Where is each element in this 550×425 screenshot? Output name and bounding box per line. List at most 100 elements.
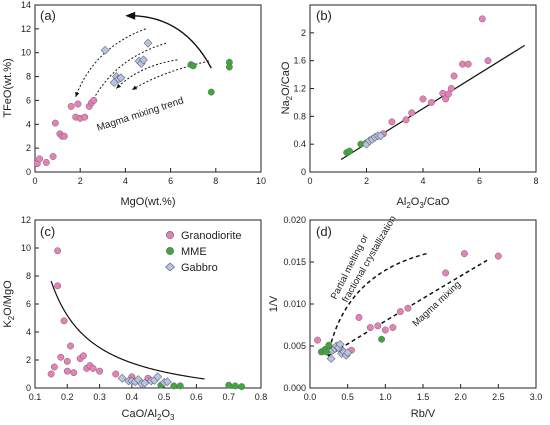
panel-b-ytick-label: 2 — [301, 28, 306, 38]
point-granodiorite — [374, 322, 382, 330]
legend-label-granodiorite: Granodiorite — [181, 230, 242, 242]
point-granodiorite — [355, 313, 363, 321]
panel-c-ylabel: K2O/MgO — [2, 280, 16, 328]
panel-b-label: (b) — [316, 8, 332, 23]
panel-b-xtick-label: 6 — [477, 176, 482, 186]
panel-d-ytick-label: 0.005 — [283, 341, 306, 351]
panel-d-ytick-label: 0.010 — [283, 299, 306, 309]
legend: Granodiorite MME Gabbro — [165, 230, 242, 274]
panel-c-xtick-label: 0.8 — [255, 392, 268, 402]
point-granodiorite — [67, 102, 75, 110]
panel-a-ytick-label: 10 — [21, 48, 31, 58]
mixing-hyperbola — [50, 280, 205, 380]
panel-a-xtick-label: 0 — [32, 176, 37, 186]
point-granodiorite — [54, 247, 62, 255]
panel-a-ytick-label: 8 — [26, 72, 31, 82]
point-mme — [225, 63, 233, 71]
panel-d-xtick-label: 3.0 — [530, 392, 543, 402]
point-gabbro — [140, 378, 150, 388]
panel-d-marks: 0.0 0.5 1.0 1.5 2.0 2.5 3.0 0.000 0.005 0.010 0.01… — [283, 215, 542, 402]
panel-c-xtick-label: 0.2 — [61, 392, 74, 402]
panel-d-ytick-label: 0.000 — [283, 383, 306, 393]
panel-c-label: (c) — [40, 224, 55, 239]
point-granodiorite — [419, 95, 427, 103]
panel-d-xtick-label: 1.5 — [417, 392, 430, 402]
point-granodiorite — [389, 324, 397, 331]
point-gabbro — [376, 131, 386, 141]
point-granodiorite — [51, 119, 59, 127]
point-granodiorite — [388, 118, 396, 126]
panel-a-ytick-label: 12 — [21, 24, 31, 34]
point-granodiorite — [63, 357, 71, 365]
point-mme — [346, 147, 353, 155]
point-mme — [170, 382, 178, 390]
point-granodiorite — [89, 364, 97, 372]
point-granodiorite — [404, 304, 412, 312]
panel-a-xtick-label: 4 — [123, 176, 128, 186]
point-gabbro — [343, 348, 353, 358]
panel-b-marks: 0 2 4 6 8 0 0.4 0.8 1.2 1.6 2 — [293, 15, 539, 186]
point-granodiorite — [402, 116, 410, 124]
panel-d-xtick-label: 2.0 — [454, 392, 467, 402]
legend-marker-gabbro — [165, 262, 175, 272]
panel-c-ytick-label: 4 — [26, 327, 31, 337]
panel-a-xlabel: MgO(wt.%) — [121, 196, 176, 208]
point-gabbro — [100, 45, 110, 55]
panel-a-frame — [34, 4, 262, 173]
point-granodiorite — [57, 353, 65, 361]
point-granodiorite — [460, 250, 468, 258]
point-granodiorite — [314, 336, 321, 344]
panel-c-xtick-label: 0.3 — [93, 392, 106, 402]
point-granodiorite — [442, 269, 450, 277]
panel-c-ytick-label: 8 — [26, 271, 31, 281]
point-granodiorite — [60, 132, 68, 140]
point-mme — [323, 348, 331, 356]
mixing-trend-dotted-arrow — [116, 59, 178, 89]
point-granodiorite — [112, 370, 120, 378]
panel-c-xtick-label: 0.5 — [158, 392, 171, 402]
point-granodiorite — [464, 60, 472, 68]
point-granodiorite — [70, 369, 78, 377]
point-granodiorite — [42, 159, 50, 166]
point-granodiorite — [444, 90, 452, 98]
panel-d-label: (d) — [316, 224, 332, 239]
panel-a-ytick-label: 4 — [26, 119, 31, 129]
point-granodiorite — [366, 324, 374, 331]
point-gabbro — [116, 73, 126, 83]
panel-c-ytick-label: 10 — [21, 243, 31, 253]
point-granodiorite — [60, 317, 68, 325]
legend-label-gabbro: Gabbro — [181, 262, 218, 274]
panel-a-ytick-label: 6 — [26, 95, 31, 105]
panel-a-ylabel: TFeO(wt.%) — [2, 58, 14, 117]
point-granodiorite — [450, 72, 458, 80]
point-granodiorite — [50, 363, 58, 371]
point-mme — [325, 341, 333, 349]
panel-b-frame — [309, 4, 537, 173]
point-granodiorite — [49, 153, 57, 160]
panel-d-xtick-label: 2.5 — [492, 392, 505, 402]
panel-d-xlabel: Rb/V — [411, 408, 436, 420]
panel-d-ytick-label: 0.020 — [283, 215, 306, 225]
mixing-trend-dotted-arrowhead — [75, 91, 80, 97]
point-granodiorite — [81, 113, 89, 121]
point-gabbro — [326, 354, 336, 364]
point-granodiorite — [447, 85, 455, 92]
panel-b-ytick-label: 1.6 — [293, 56, 306, 66]
panel-d-xtick-label: 0.0 — [304, 392, 317, 402]
legend-marker-granodiorite — [166, 231, 174, 239]
point-granodiorite — [36, 155, 43, 163]
panel-a-ytick-label: 14 — [21, 0, 31, 10]
mixing-trend-dotted-arrowhead — [116, 83, 122, 89]
point-gabbro — [117, 373, 127, 383]
panel-a-ytick-label: 2 — [26, 143, 31, 153]
panel-b-ytick-label: 0.8 — [293, 111, 306, 121]
panel-b-xtick-label: 4 — [420, 176, 425, 186]
point-granodiorite — [408, 109, 416, 117]
panel-b-ytick-label: 1.2 — [293, 84, 306, 94]
panel-a-marks: 0 2 4 6 8 10 0 2 4 6 8 10 12 14 — [21, 0, 266, 186]
panel-c-xtick-label: 0.6 — [190, 392, 203, 402]
panel-d-xtick-label: 1.0 — [379, 392, 392, 402]
point-mme — [207, 88, 215, 96]
